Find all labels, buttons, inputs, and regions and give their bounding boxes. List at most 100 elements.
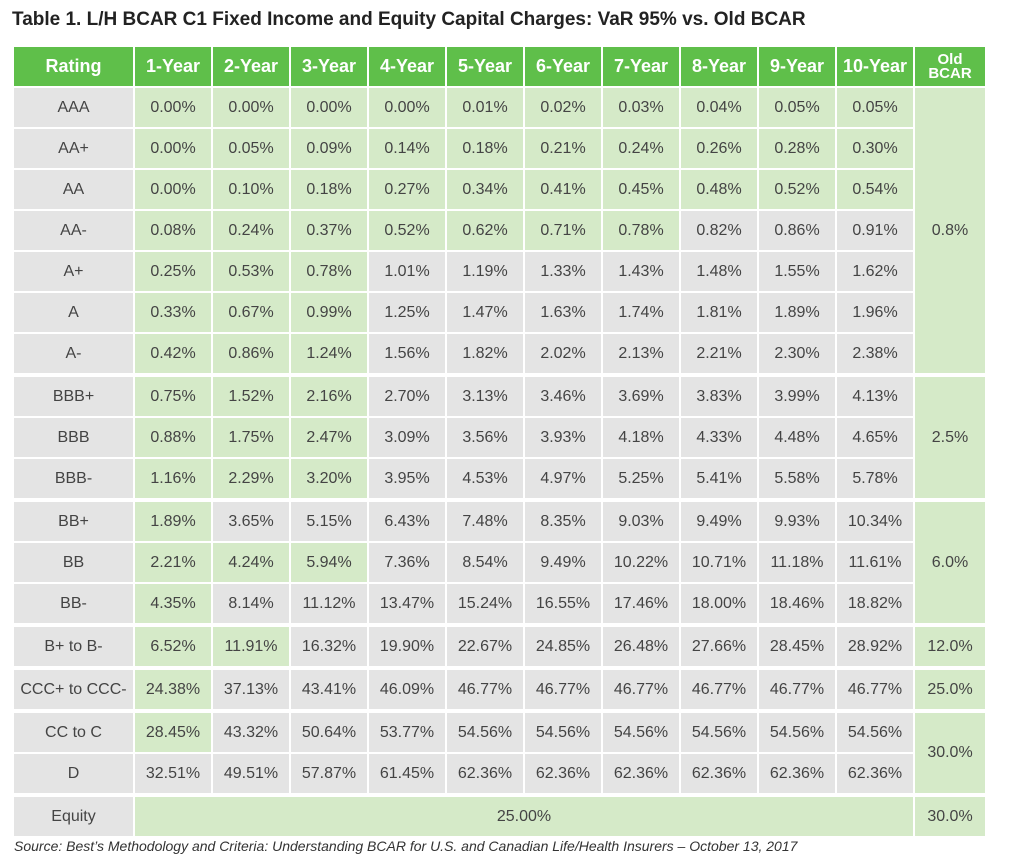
- rating-cell: AAA: [14, 88, 133, 127]
- table-title: Table 1. L/H BCAR C1 Fixed Income and Eq…: [12, 9, 806, 30]
- value-cell: 11.61%: [837, 543, 913, 582]
- value-cell: 24.38%: [135, 668, 211, 709]
- table-row: BB- 4.35% 8.14% 11.12% 13.47% 15.24% 16.55% 17.…: [14, 584, 985, 623]
- rating-cell: AA+: [14, 129, 133, 168]
- value-cell: 22.67%: [447, 625, 523, 666]
- value-cell: 0.26%: [681, 129, 757, 168]
- value-cell: 0.05%: [213, 129, 289, 168]
- header-year: 1-Year: [135, 47, 211, 86]
- value-cell: 0.00%: [213, 88, 289, 127]
- value-cell: 0.52%: [369, 211, 445, 250]
- value-cell: 0.01%: [447, 88, 523, 127]
- old-bcar-cell: 30.0%: [915, 711, 985, 793]
- value-cell: 4.18%: [603, 418, 679, 457]
- value-cell: 7.48%: [447, 500, 523, 541]
- value-cell: 0.99%: [291, 293, 367, 332]
- value-cell: 18.46%: [759, 584, 835, 623]
- value-cell: 0.14%: [369, 129, 445, 168]
- table-row: AAA 0.00% 0.00% 0.00% 0.00% 0.01% 0.02% 0.03% 0.…: [14, 88, 985, 373]
- value-cell: 46.77%: [759, 668, 835, 709]
- value-cell: 0.53%: [213, 252, 289, 291]
- rating-cell: BBB+: [14, 375, 133, 416]
- header-year: 3-Year: [291, 47, 367, 86]
- value-cell: 8.35%: [525, 500, 601, 541]
- value-cell: 5.78%: [837, 459, 913, 498]
- value-cell: 13.47%: [369, 584, 445, 623]
- header-year: 5-Year: [447, 47, 523, 86]
- value-cell: 10.71%: [681, 543, 757, 582]
- value-cell: 32.51%: [135, 754, 211, 793]
- rating-cell: AA: [14, 170, 133, 209]
- header-old-line1: Old: [937, 50, 963, 68]
- value-cell: 0.82%: [681, 211, 757, 250]
- value-cell: 5.58%: [759, 459, 835, 498]
- value-cell: 0.78%: [603, 211, 679, 250]
- header-row: Rating 1-Year 2-Year 3-Year 4-Year 5-Yea…: [14, 47, 985, 86]
- value-cell: 53.77%: [369, 711, 445, 752]
- rating-cell: A+: [14, 252, 133, 291]
- value-cell: 0.00%: [369, 88, 445, 127]
- value-cell: 0.37%: [291, 211, 367, 250]
- value-cell: 0.71%: [525, 211, 601, 250]
- table-row: BBB 0.88% 1.75% 2.47% 3.09% 3.56% 3.93% 4.18% 4.…: [14, 418, 985, 457]
- value-cell: 2.29%: [213, 459, 289, 498]
- value-cell: 62.36%: [681, 754, 757, 793]
- rating-cell: BBB-: [14, 459, 133, 498]
- value-cell: 0.24%: [603, 129, 679, 168]
- value-cell: 0.52%: [759, 170, 835, 209]
- value-cell: 4.35%: [135, 584, 211, 623]
- value-cell: 0.34%: [447, 170, 523, 209]
- value-cell: 0.88%: [135, 418, 211, 457]
- value-cell: 0.03%: [603, 88, 679, 127]
- value-cell: 11.91%: [213, 625, 289, 666]
- value-cell: 4.97%: [525, 459, 601, 498]
- value-cell: 0.28%: [759, 129, 835, 168]
- table-row: BB 2.21% 4.24% 5.94% 7.36% 8.54% 9.49% 10.22% 10…: [14, 543, 985, 582]
- value-cell: 0.10%: [213, 170, 289, 209]
- value-cell: 24.85%: [525, 625, 601, 666]
- value-cell: 4.48%: [759, 418, 835, 457]
- value-cell: 9.49%: [681, 500, 757, 541]
- rating-cell: BB+: [14, 500, 133, 541]
- value-cell: 3.95%: [369, 459, 445, 498]
- value-cell: 1.52%: [213, 375, 289, 416]
- value-cell: 10.34%: [837, 500, 913, 541]
- value-cell: 54.56%: [759, 711, 835, 752]
- value-cell: 18.82%: [837, 584, 913, 623]
- old-bcar-cell: 12.0%: [915, 625, 985, 666]
- value-cell: 4.13%: [837, 375, 913, 416]
- value-cell: 5.94%: [291, 543, 367, 582]
- value-cell: 0.05%: [759, 88, 835, 127]
- table-row: A- 0.42% 0.86% 1.24% 1.56% 1.82% 2.02% 2.13% 2.2…: [14, 334, 985, 373]
- value-cell: 46.77%: [525, 668, 601, 709]
- header-year: 9-Year: [759, 47, 835, 86]
- old-bcar-cell: 0.8%: [915, 88, 985, 373]
- table-row: A+ 0.25% 0.53% 0.78% 1.01% 1.19% 1.33% 1.43% 1.4…: [14, 252, 985, 291]
- value-cell: 9.49%: [525, 543, 601, 582]
- table-row: BB+ 1.89% 3.65% 5.15% 6.43% 7.48% 8.35% 9.03% 9.…: [14, 500, 985, 623]
- table-row: AA+ 0.00% 0.05% 0.09% 0.14% 0.18% 0.21% 0.24% 0.…: [14, 129, 985, 168]
- table-row: CCC+ to CCC- 24.38% 37.13% 43.41% 46.09% 46.7…: [14, 668, 985, 709]
- value-cell: 0.75%: [135, 375, 211, 416]
- value-cell: 2.47%: [291, 418, 367, 457]
- old-bcar-cell: 6.0%: [915, 500, 985, 623]
- header-rating: Rating: [14, 47, 133, 86]
- value-cell: 61.45%: [369, 754, 445, 793]
- value-cell: 10.22%: [603, 543, 679, 582]
- value-cell: 43.32%: [213, 711, 289, 752]
- value-cell: 0.42%: [135, 334, 211, 373]
- value-cell: 1.01%: [369, 252, 445, 291]
- value-cell: 2.30%: [759, 334, 835, 373]
- value-cell: 0.00%: [291, 88, 367, 127]
- value-cell: 54.56%: [525, 711, 601, 752]
- header-year: 7-Year: [603, 47, 679, 86]
- capital-charges-table: Rating 1-Year 2-Year 3-Year 4-Year 5-Yea…: [12, 45, 987, 838]
- value-cell: 4.33%: [681, 418, 757, 457]
- value-cell: 3.99%: [759, 375, 835, 416]
- table-row: BBB- 1.16% 2.29% 3.20% 3.95% 4.53% 4.97% 5.25% 5…: [14, 459, 985, 498]
- value-cell: 3.93%: [525, 418, 601, 457]
- value-cell: 37.13%: [213, 668, 289, 709]
- equity-old-bcar: 30.0%: [915, 795, 985, 836]
- value-cell: 49.51%: [213, 754, 289, 793]
- header-year: 10-Year: [837, 47, 913, 86]
